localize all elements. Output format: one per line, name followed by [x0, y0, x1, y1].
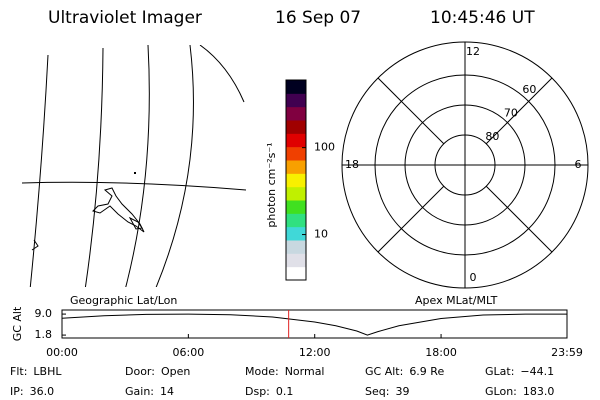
coastline — [128, 216, 143, 230]
x-tick-label: 06:00 — [173, 346, 205, 359]
color-step — [286, 93, 306, 108]
meridian — [125, 45, 150, 287]
field-label: Mode: — [245, 365, 279, 378]
tick-label: 10 — [314, 228, 328, 241]
altitude-line — [61, 313, 567, 336]
field-label: Seq: — [365, 385, 389, 398]
polar-label: Apex MLat/MLT — [415, 294, 498, 307]
field-label: GLat: — [485, 365, 514, 378]
spoke — [485, 185, 553, 253]
color-step — [286, 106, 306, 121]
lat-label: 80 — [485, 130, 499, 143]
map-label: Geographic Lat/Lon — [70, 294, 177, 307]
field-label: IP: — [10, 385, 24, 398]
x-tick-label: 23:59 — [551, 346, 583, 359]
field-value: 39 — [395, 385, 409, 398]
lat-label: 70 — [504, 106, 518, 119]
coastline — [31, 239, 39, 251]
time: 10:45:46 UT — [430, 8, 535, 28]
meridian — [84, 47, 104, 287]
y-tick-label: 1.8 — [35, 328, 53, 341]
field-value: LBHL — [33, 365, 62, 378]
field-label: GLon: — [485, 385, 517, 398]
title: Ultraviolet Imager — [48, 8, 202, 28]
tick-label: 100 — [314, 141, 335, 154]
color-step — [286, 120, 306, 134]
color-step — [286, 173, 306, 188]
meridian — [155, 45, 194, 287]
meridian — [29, 54, 49, 287]
field-label: Flt: — [10, 365, 27, 378]
field-value: 0.1 — [276, 385, 294, 398]
color-step — [286, 213, 306, 228]
color-step — [286, 240, 306, 254]
color-step — [286, 146, 306, 161]
field-value: 36.0 — [30, 385, 55, 398]
y-axis-label: GC Alt — [11, 306, 24, 341]
color-step — [286, 253, 306, 268]
colorbar-label: photon cm⁻²s⁻¹ — [265, 142, 278, 227]
field-label: Gain: — [125, 385, 154, 398]
coastline — [92, 187, 145, 233]
x-tick-label: 18:00 — [425, 346, 457, 359]
field-label: Door: — [125, 365, 155, 378]
spoke — [377, 77, 445, 145]
color-step — [286, 266, 306, 281]
mlt-label: 12 — [466, 45, 480, 58]
field-value: 14 — [160, 385, 174, 398]
field-value: −44.1 — [520, 365, 554, 378]
island — [134, 172, 136, 174]
field-value: Normal — [285, 365, 325, 378]
polar-grid: 60 70 80 0 6 12 18 — [341, 41, 589, 289]
color-step — [286, 133, 306, 148]
mlt-label: 6 — [575, 158, 582, 171]
spoke — [377, 185, 445, 253]
x-tick-label: 12:00 — [299, 346, 331, 359]
field-value: Open — [161, 365, 190, 378]
field-label: Dsp: — [245, 385, 270, 398]
x-tick-label: 00:00 — [46, 346, 78, 359]
color-step — [286, 200, 306, 214]
parallel — [22, 181, 246, 191]
field-value: 183.0 — [523, 385, 555, 398]
date: 16 Sep 07 — [275, 8, 361, 28]
geographic-map — [22, 45, 246, 287]
meridian — [199, 45, 245, 103]
color-step — [286, 226, 306, 241]
altitude-plot: 9.0 1.8 00:00 06:00 12:00 18:00 23:59 — [35, 307, 583, 359]
mlt-label: 0 — [470, 271, 477, 284]
field-label: GC Alt: — [365, 365, 403, 378]
y-tick-label: 9.0 — [35, 307, 53, 320]
color-step — [286, 80, 306, 94]
mlt-label: 18 — [345, 158, 359, 171]
color-step — [286, 160, 306, 174]
colorbar: 10 100 — [285, 79, 335, 281]
color-step — [286, 186, 306, 201]
colorbar-frame — [285, 79, 307, 281]
lat-label: 60 — [522, 83, 536, 96]
field-value: 6.9 Re — [409, 365, 444, 378]
info-panel: Flt: LBHL Door: Open Mode: Normal GC Alt: 6.9 R… — [10, 365, 554, 398]
spoke — [485, 77, 553, 145]
